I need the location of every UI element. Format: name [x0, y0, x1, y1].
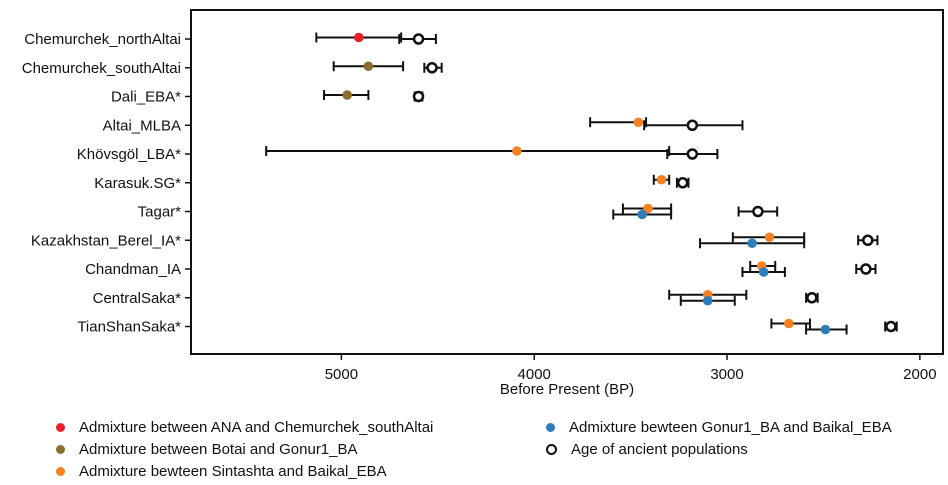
data-point — [353, 32, 364, 43]
y-tick-label: Khövsgöl_LBA* — [77, 146, 181, 163]
data-point-open — [426, 62, 438, 74]
data-point — [656, 174, 667, 185]
legend-label: Admixture between Botai and Gonur1_BA — [79, 441, 358, 458]
data-point — [633, 117, 644, 128]
y-tick-label: Chandman_IA — [85, 261, 181, 278]
data-point — [758, 267, 769, 277]
x-axis-label: Before Present (BP) — [500, 381, 634, 398]
x-tick-label: 3000 — [710, 366, 743, 383]
data-point-open — [885, 320, 897, 333]
data-point — [820, 324, 831, 335]
y-tick-label: Karasuk.SG* — [94, 175, 181, 192]
data-point — [342, 90, 352, 100]
data-point — [363, 61, 374, 72]
legend-label: Admixture bewteen Gonur1_BA and Baikal_E… — [569, 419, 892, 436]
data-point-open — [412, 33, 425, 45]
legend-item-sintashta-baikal: Admixture bewteen Sintashta and Baikal_E… — [56, 463, 387, 480]
chart-area: Chemurchek_northAltai Chemurchek_southAlt… — [22, 9, 944, 398]
legend-label: Admixture between ANA and Chemurchek_sou… — [79, 419, 434, 436]
data-point-open — [860, 263, 872, 275]
data-point — [637, 209, 647, 220]
data-point-open — [862, 234, 874, 246]
y-tick-label: Chemurchek_northAltai — [24, 31, 181, 48]
x-tick-label: 2000 — [903, 366, 936, 383]
brown-dot-icon — [56, 445, 65, 454]
legend-label: Age of ancient populations — [571, 441, 748, 458]
data-point — [512, 146, 522, 156]
blue-dot-icon — [546, 423, 555, 432]
data-point — [702, 295, 713, 306]
data-point-open — [686, 148, 699, 160]
data-point-open — [686, 119, 699, 131]
plot-frame — [190, 9, 944, 355]
y-tick-label: Tagar* — [138, 204, 182, 221]
data-point-open — [752, 205, 764, 218]
open-circle-icon — [546, 444, 557, 455]
data-point — [747, 238, 757, 249]
data-point — [783, 318, 794, 329]
y-tick-label: TianShanSaka* — [77, 319, 181, 336]
x-tick-label: 5000 — [325, 366, 358, 383]
x-tick-label: 4000 — [518, 366, 551, 383]
legend-item-botai-gonur: Admixture between Botai and Gonur1_BA — [56, 441, 358, 458]
orange-dot-icon — [56, 467, 65, 476]
legend-label: Admixture bewteen Sintashta and Baikal_E… — [79, 463, 387, 480]
y-tick-label: Altai_MLBA — [103, 117, 181, 134]
data-point — [764, 232, 775, 243]
y-tick-label: Kazakhstan_Berel_IA* — [31, 232, 181, 249]
red-dot-icon — [56, 423, 65, 432]
data-point-open — [412, 90, 425, 103]
y-tick-label: CentralSaka* — [93, 290, 182, 307]
legend-item-gonur-baikal: Admixture bewteen Gonur1_BA and Baikal_E… — [546, 419, 892, 436]
data-point-open — [806, 292, 818, 304]
y-tick-label: Dali_EBA* — [111, 89, 181, 106]
data-point-open — [676, 177, 689, 189]
legend-item-age: Age of ancient populations — [546, 441, 748, 458]
legend-item-ana-chemurchek: Admixture between ANA and Chemurchek_sou… — [56, 419, 433, 436]
y-tick-label: Chemurchek_southAltai — [22, 60, 181, 77]
data-point — [643, 203, 653, 214]
